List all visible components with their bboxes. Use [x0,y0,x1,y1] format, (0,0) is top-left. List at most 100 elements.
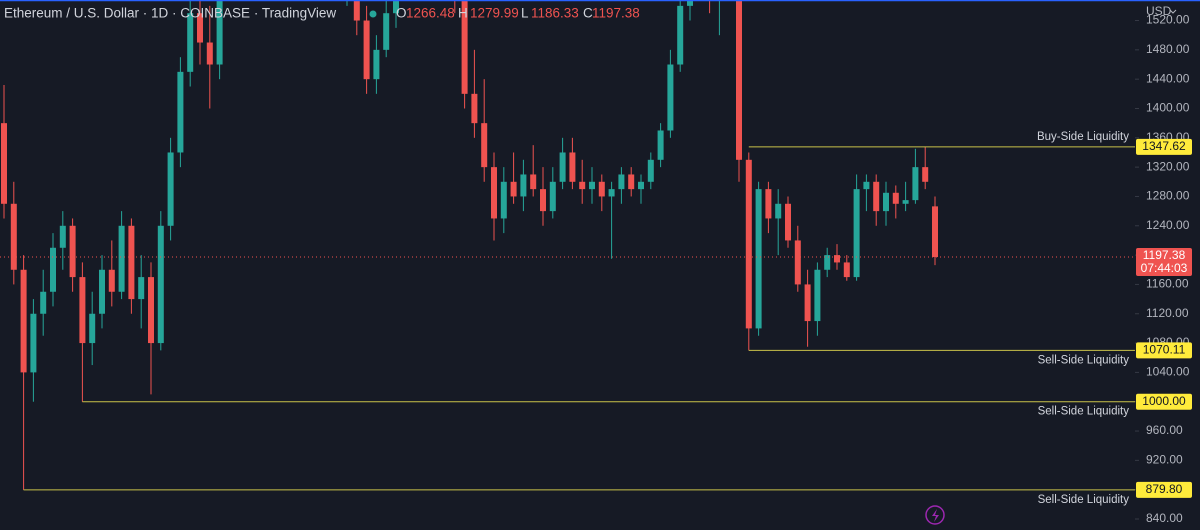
y-tick-label: 1240.00 [1146,218,1190,232]
candle-body [559,152,566,182]
candle-body [30,313,37,373]
level-price: 1070.11 [1143,342,1186,356]
candle-body [677,5,684,65]
y-tick-label: 920.00 [1146,453,1183,467]
candle-body [912,167,919,201]
level-badge [1136,342,1192,359]
level-badge [1136,481,1192,498]
candles [1,0,938,490]
candle-body [765,189,772,219]
candle-body [628,174,635,190]
candle-body [157,225,164,344]
candle-body [785,203,791,241]
candle-body [59,225,66,248]
candle-body [510,181,517,197]
candle-body [187,13,194,72]
level-label: Sell-Side Liquidity [1038,494,1130,506]
y-tick-label: 1280.00 [1146,189,1190,203]
level-price: 879.80 [1146,482,1183,496]
y-tick-label: 1120.00 [1146,306,1189,320]
candle-body [745,159,752,329]
y-tick-label: 1320.00 [1146,159,1190,173]
ohlc-value: 1186.33 [531,6,579,21]
candle-body [834,255,840,263]
lightning-button[interactable] [925,505,945,525]
y-tick-label: 1400.00 [1146,101,1190,115]
candle-body [687,0,693,6]
last-price: 1197.38 [1143,248,1186,262]
candle-body [138,277,145,300]
countdown: 07:44:03 [1141,261,1188,275]
candle-body [863,181,870,190]
candle-body [579,181,586,190]
y-tick-label: 840.00 [1146,511,1183,525]
candle-body [393,0,399,14]
last-price-badge [1136,248,1192,277]
candle-body [883,192,889,212]
candle-body [569,152,576,182]
candle-body [69,225,76,278]
candle-body [50,247,56,292]
candle-body [206,42,213,65]
ohlc-label: C [583,6,593,21]
candle-body [79,277,86,344]
candle-body [491,167,497,219]
candle-body [853,189,860,278]
candle-body [99,269,105,314]
candle-body [540,189,546,212]
candle-body [814,269,821,322]
ohlc-label: H [458,6,468,21]
candle-body [736,0,742,160]
candle-body [638,181,644,190]
y-tick-label: 1040.00 [1146,365,1190,379]
y-tick-label: 1480.00 [1146,42,1190,56]
candle-body [148,277,154,344]
y-tick-label: 1440.00 [1146,71,1190,85]
overlay: 840.00880.00920.00960.001000.001040.0010… [0,13,1192,525]
candle-body [353,0,360,21]
y-tick-label: 1520.00 [1146,13,1190,27]
candle-body [775,203,782,219]
candle-body [647,159,654,182]
candle-body [20,269,27,373]
candle-body [363,20,370,80]
candle-body [892,192,899,204]
candle-body [589,181,595,190]
candle-body [755,189,762,329]
ohlc-value: 1266.48 [406,6,455,21]
status-dot [369,10,377,18]
candle-body [598,181,605,197]
candle-body [932,206,938,258]
candle-body [804,284,811,322]
chart-title: Ethereum / U.S. Dollar · 1D · COINBASE ·… [4,6,336,21]
candle-body [197,13,203,43]
candle-body [500,181,507,219]
level-badge [1136,393,1192,410]
level-label: Sell-Side Liquidity [1038,406,1130,418]
candle-body [608,189,615,197]
candle-body [383,13,390,50]
level-label: Sell-Side Liquidity [1038,354,1130,366]
currency[interactable]: USD [1146,4,1172,18]
candle-body [530,174,537,190]
candle-body [167,152,174,226]
candle-body [618,174,625,190]
candle-body [549,181,556,212]
candle-body [89,313,96,344]
candle-body [373,49,380,80]
candle-body [10,203,17,270]
candle-body [461,0,468,94]
level-badge [1136,138,1192,155]
candle-body [520,174,527,197]
ohlc-label: O [396,6,407,21]
ohlc-label: L [521,6,529,21]
lightning-icon[interactable] [932,509,939,522]
candle-body [794,240,801,285]
candle-body [216,0,223,65]
candle-body [667,64,674,131]
level-label: Buy-Side Liquidity [1037,131,1129,143]
currency-chevron[interactable] [1169,9,1177,14]
ohlc-value: 1279.99 [470,6,519,21]
candle-body [824,255,831,270]
